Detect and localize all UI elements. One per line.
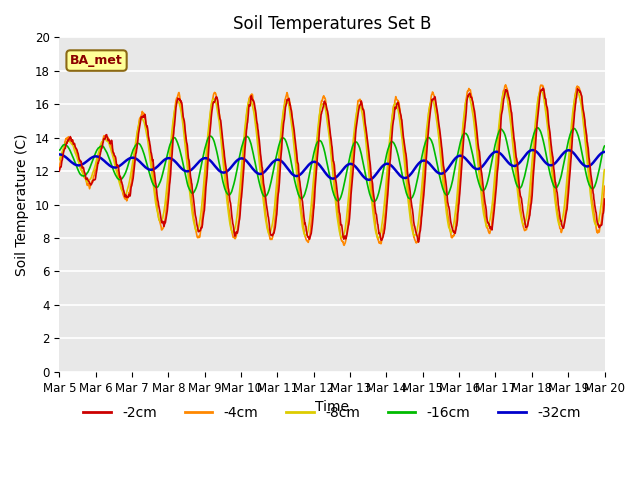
- Legend: -2cm, -4cm, -8cm, -16cm, -32cm: -2cm, -4cm, -8cm, -16cm, -32cm: [77, 400, 586, 425]
- Y-axis label: Soil Temperature (C): Soil Temperature (C): [15, 133, 29, 276]
- X-axis label: Time: Time: [315, 400, 349, 414]
- Title: Soil Temperatures Set B: Soil Temperatures Set B: [233, 15, 431, 33]
- Text: BA_met: BA_met: [70, 54, 123, 67]
